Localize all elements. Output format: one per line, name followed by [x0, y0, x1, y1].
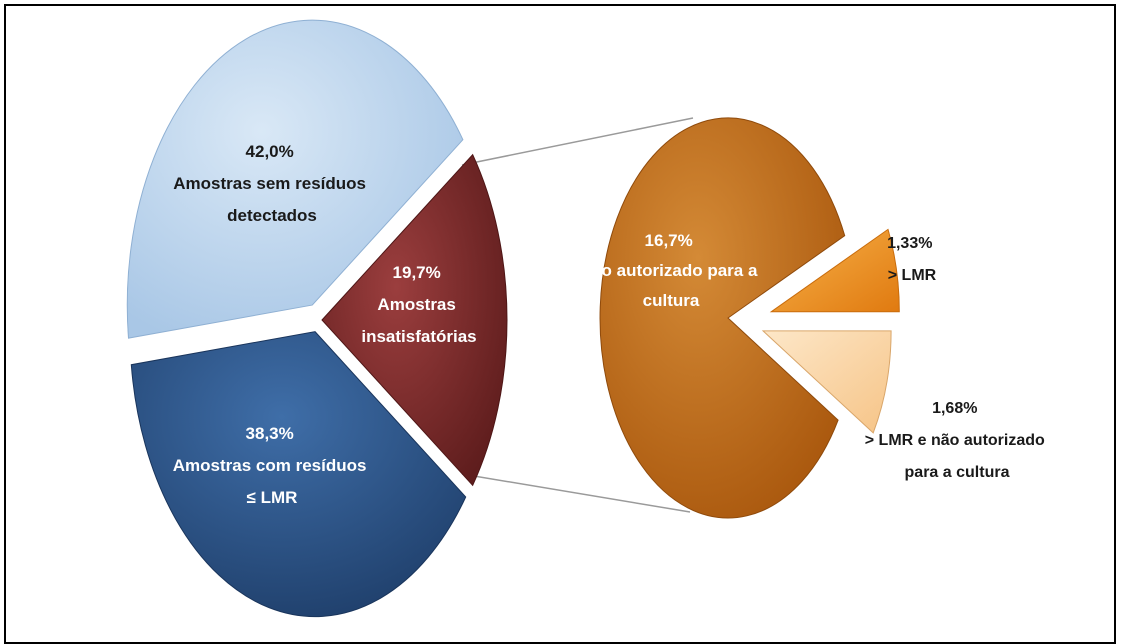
- slice-amostras-com-residuos: [130, 331, 467, 618]
- value-label: 38,3%: [246, 424, 294, 443]
- label-maior-lmr: 1,33% > LMR: [887, 235, 937, 284]
- category-label: detectados: [227, 206, 317, 225]
- label-sem-residuos: 42,0% Amostras sem resíduos detectados: [173, 142, 370, 225]
- category-label: insatisfatórias: [361, 327, 476, 346]
- category-label: cultura: [643, 291, 700, 310]
- category-label: ≤ LMR: [247, 488, 298, 507]
- label-maior-lmr-nao-autorizado: 1,68% > LMR e não autorizado para a cult…: [865, 400, 1049, 481]
- connector-line-top: [461, 117, 694, 166]
- category-label: Amostras sem resíduos: [173, 174, 366, 193]
- value-label: 1,68%: [932, 400, 977, 417]
- connector-line-bottom: [461, 473, 691, 513]
- category-label: para a cultura: [905, 464, 1010, 481]
- slice-amostras-sem-residuos: [126, 19, 464, 339]
- slice-amostras-insatisfatorias: [321, 153, 508, 487]
- category-label: Não autorizado para a: [580, 261, 758, 280]
- slice-nao-autorizado: [599, 117, 846, 519]
- label-nao-autorizado: 16,7% Não autorizado para a cultura: [580, 231, 762, 310]
- category-label: > LMR e não autorizado: [865, 432, 1045, 449]
- value-label: 1,33%: [887, 235, 932, 252]
- slice-maior-lmr-nao-autorizado: [761, 330, 892, 434]
- value-label: 42,0%: [246, 142, 294, 161]
- pie-of-pie-chart: 42,0% Amostras sem resíduos detectados 1…: [126, 19, 1049, 618]
- value-label: 19,7%: [393, 263, 441, 282]
- category-label: > LMR: [888, 267, 937, 284]
- slice-maior-lmr: [769, 228, 900, 313]
- label-insatisfatorias: 19,7% Amostras insatisfatórias: [361, 263, 476, 346]
- category-label: Amostras com resíduos: [173, 456, 367, 475]
- value-label: 16,7%: [645, 231, 693, 250]
- label-com-residuos: 38,3% Amostras com resíduos ≤ LMR: [173, 424, 371, 507]
- category-label: Amostras: [377, 295, 455, 314]
